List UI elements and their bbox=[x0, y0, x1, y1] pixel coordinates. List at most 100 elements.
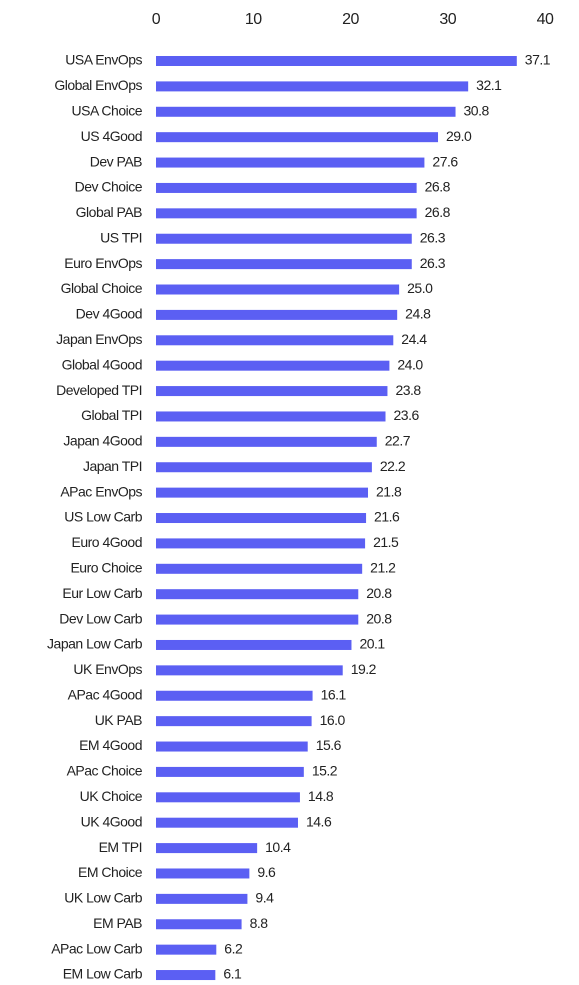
y-tick-label: Global 4Good bbox=[62, 356, 142, 372]
y-tick-label: APac 4Good bbox=[68, 686, 142, 702]
value-label: 14.8 bbox=[308, 788, 334, 804]
value-label: 9.4 bbox=[255, 890, 274, 906]
y-tick-label: EM Choice bbox=[78, 864, 143, 880]
value-label: 6.1 bbox=[223, 966, 242, 982]
bar bbox=[156, 462, 372, 473]
value-label: 20.8 bbox=[366, 610, 392, 626]
y-tick-label: Euro 4Good bbox=[72, 534, 143, 550]
y-tick-label: UK Low Carb bbox=[64, 890, 142, 906]
y-tick-label: Global EnvOps bbox=[54, 77, 142, 93]
value-label: 21.5 bbox=[373, 534, 399, 550]
bar bbox=[156, 792, 300, 803]
bar bbox=[156, 665, 343, 676]
value-label: 21.8 bbox=[376, 483, 402, 499]
bar bbox=[156, 766, 304, 777]
bar bbox=[156, 817, 298, 828]
value-label: 25.0 bbox=[407, 280, 433, 296]
bar bbox=[156, 690, 313, 701]
bar bbox=[156, 436, 377, 447]
y-tick-label: Japan EnvOps bbox=[56, 331, 142, 347]
y-tick-label: APac Low Carb bbox=[51, 940, 142, 956]
bar bbox=[156, 411, 386, 422]
bar bbox=[156, 639, 352, 650]
bar bbox=[156, 944, 217, 955]
bar bbox=[156, 335, 394, 346]
y-tick-label: Dev 4Good bbox=[76, 306, 142, 322]
value-label: 22.7 bbox=[385, 433, 411, 449]
bar bbox=[156, 741, 308, 752]
y-tick-label: US Low Carb bbox=[64, 509, 142, 525]
bar bbox=[156, 513, 367, 524]
value-label: 14.6 bbox=[306, 813, 332, 829]
bar bbox=[156, 589, 359, 600]
bar bbox=[156, 919, 242, 930]
bar bbox=[156, 284, 400, 295]
y-tick-label: UK PAB bbox=[95, 712, 142, 728]
y-tick-label: US TPI bbox=[100, 229, 142, 245]
bar bbox=[156, 868, 250, 879]
value-label: 22.2 bbox=[380, 458, 406, 474]
value-label: 20.8 bbox=[366, 585, 392, 601]
value-label: 29.0 bbox=[446, 128, 472, 144]
value-label: 21.2 bbox=[370, 560, 396, 576]
bar bbox=[156, 182, 417, 193]
y-tick-label: APac Choice bbox=[67, 763, 143, 779]
value-label: 8.8 bbox=[250, 915, 269, 931]
bar bbox=[156, 81, 469, 92]
value-label: 26.8 bbox=[425, 204, 451, 220]
value-label: 26.3 bbox=[420, 255, 446, 271]
x-tick-label: 30 bbox=[439, 11, 456, 28]
y-tick-label: EM 4Good bbox=[79, 737, 142, 753]
y-tick-label: Euro Choice bbox=[70, 560, 142, 576]
value-label: 37.1 bbox=[525, 52, 551, 68]
value-label: 23.6 bbox=[394, 407, 420, 423]
value-label: 32.1 bbox=[476, 77, 502, 93]
y-tick-label: Dev Low Carb bbox=[59, 610, 142, 626]
y-tick-label: Global Choice bbox=[61, 280, 143, 296]
bar bbox=[156, 487, 369, 498]
y-tick-label: Japan Low Carb bbox=[47, 636, 143, 652]
y-tick-label: EM PAB bbox=[93, 915, 142, 931]
value-label: 23.8 bbox=[395, 382, 421, 398]
value-label: 26.8 bbox=[425, 179, 451, 195]
value-label: 15.6 bbox=[316, 737, 342, 753]
y-tick-label: APac EnvOps bbox=[60, 483, 142, 499]
value-label: 21.6 bbox=[374, 509, 400, 525]
value-label: 19.2 bbox=[351, 661, 377, 677]
y-tick-label: Dev Choice bbox=[75, 179, 143, 195]
bar bbox=[156, 614, 359, 625]
bar bbox=[156, 893, 248, 904]
y-tick-label: Eur Low Carb bbox=[62, 585, 142, 601]
value-label: 10.4 bbox=[265, 839, 291, 855]
y-tick-label: EM TPI bbox=[99, 839, 142, 855]
bar bbox=[156, 970, 216, 981]
x-tick-label: 20 bbox=[342, 11, 359, 28]
bar bbox=[156, 259, 412, 270]
y-tick-label: USA Choice bbox=[72, 102, 143, 118]
bar bbox=[156, 309, 398, 320]
bar bbox=[156, 716, 312, 727]
x-tick-label: 40 bbox=[537, 11, 554, 28]
value-label: 26.3 bbox=[420, 229, 446, 245]
bar bbox=[156, 157, 425, 168]
y-tick-label: Developed TPI bbox=[56, 382, 142, 398]
bar bbox=[156, 360, 390, 371]
value-label: 24.8 bbox=[405, 306, 431, 322]
value-label: 16.0 bbox=[320, 712, 346, 728]
y-tick-label: UK EnvOps bbox=[73, 661, 142, 677]
bar bbox=[156, 56, 517, 66]
bar bbox=[156, 106, 456, 117]
bar bbox=[156, 233, 412, 244]
y-tick-label: USA EnvOps bbox=[65, 52, 142, 68]
y-tick-label: UK 4Good bbox=[81, 813, 142, 829]
y-tick-label: Japan TPI bbox=[83, 458, 142, 474]
bar bbox=[156, 208, 417, 219]
value-label: 24.0 bbox=[397, 356, 423, 372]
y-tick-label: Euro EnvOps bbox=[64, 255, 142, 271]
y-tick-label: Global TPI bbox=[81, 407, 142, 423]
value-label: 6.2 bbox=[224, 940, 243, 956]
y-tick-label: Japan 4Good bbox=[63, 433, 142, 449]
value-label: 20.1 bbox=[359, 636, 385, 652]
y-tick-label: US 4Good bbox=[81, 128, 142, 144]
y-tick-label: EM Low Carb bbox=[63, 966, 143, 982]
